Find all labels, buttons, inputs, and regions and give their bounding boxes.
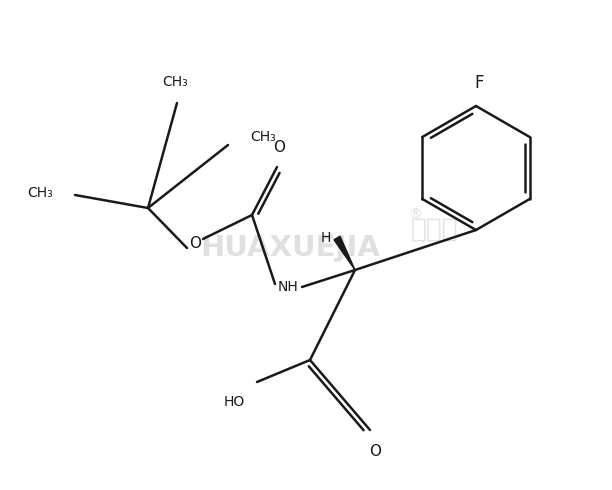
Text: O: O <box>273 140 285 155</box>
Text: H: H <box>321 231 331 245</box>
Text: NH: NH <box>278 280 299 294</box>
Text: F: F <box>474 74 483 92</box>
Text: O: O <box>369 444 381 459</box>
Polygon shape <box>334 236 355 270</box>
Text: CH₃: CH₃ <box>28 186 53 200</box>
Text: CH₃: CH₃ <box>250 130 276 144</box>
Text: 化学加: 化学加 <box>411 217 459 243</box>
Text: ®: ® <box>408 208 422 222</box>
Text: HO: HO <box>224 395 245 409</box>
Text: HUAXUEJIA: HUAXUEJIA <box>200 234 380 262</box>
Text: CH₃: CH₃ <box>162 75 188 89</box>
Text: O: O <box>189 236 201 250</box>
